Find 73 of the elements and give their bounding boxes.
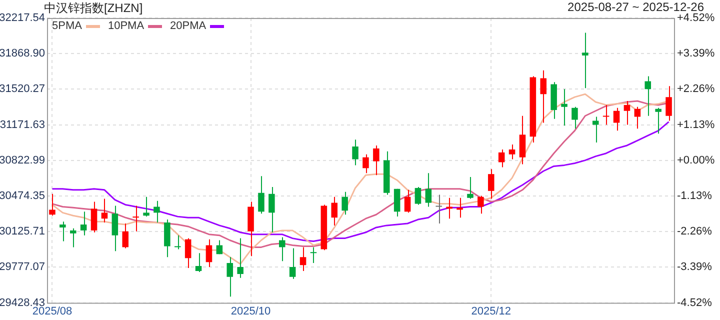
candlestick: [425, 172, 432, 208]
candlestick: [644, 76, 652, 116]
candlestick: [112, 205, 118, 252]
candlestick: [478, 195, 484, 214]
candlestick: [582, 32, 588, 89]
candlestick: [655, 107, 662, 134]
chart-subtitle: 2025-08-27 ~ 2025-12-26: [568, 0, 704, 14]
candlestick: [268, 186, 275, 233]
candlestick: [310, 246, 317, 264]
x-tick-label: 2025/12: [471, 305, 512, 318]
candlestick: [289, 248, 296, 280]
chart-title: 中汉锌指数[ZHZN]: [44, 0, 143, 15]
y2-tick-label: +1.13%: [677, 118, 715, 131]
candlestick: [143, 196, 150, 218]
candlestick: [404, 189, 411, 214]
candlestick: [237, 238, 244, 278]
candlestick: [488, 168, 494, 200]
y-tick-label: 29777.07: [0, 261, 45, 274]
candlestick: [331, 196, 338, 226]
candlestick: [373, 144, 380, 176]
candlestick: [592, 116, 599, 144]
candlestick: [352, 139, 358, 166]
candlestick: [561, 88, 568, 126]
candlestick: [278, 236, 286, 262]
candlestick: [602, 104, 610, 126]
candlestick: [164, 219, 170, 258]
candlestick: [414, 186, 422, 206]
candlestick: [508, 144, 516, 160]
y2-tick-label: -3.39%: [677, 261, 712, 274]
candlestick: [101, 198, 108, 223]
candlestick: [60, 221, 66, 242]
candlestick: [206, 238, 212, 268]
x-tick-label: 2025/10: [230, 305, 271, 318]
candlestick: [362, 154, 369, 174]
y2-tick-label: -2.26%: [677, 226, 712, 238]
candlestick: [122, 223, 129, 249]
candlestick: [394, 188, 400, 218]
candlestick: [154, 200, 160, 223]
x-tick-label: 2025/08: [32, 305, 72, 318]
candlestick: [80, 211, 87, 236]
candlestick: [456, 197, 463, 218]
candlestick: [342, 191, 348, 216]
candlestick: [195, 252, 202, 273]
candlestick: [90, 201, 98, 233]
candlestick: [70, 228, 76, 248]
y2-tick-label: +3.39%: [677, 48, 715, 60]
candlestick: [436, 194, 442, 224]
candlestick: [613, 107, 620, 132]
legend-label: 5PMA: [52, 20, 82, 32]
candlestick: [519, 115, 526, 165]
candlestick: [634, 106, 641, 130]
candlestick: [132, 205, 139, 232]
candlestick: [624, 100, 630, 126]
legend-label: 20PMA: [170, 20, 206, 32]
candlestick: [666, 86, 672, 122]
candlestick: [300, 246, 306, 272]
candlestick: [572, 106, 578, 130]
candlestick: [216, 240, 223, 255]
candlestick: [49, 193, 56, 216]
y2-tick-label: +4.52%: [677, 12, 715, 24]
legend-label: 10PMA: [108, 20, 144, 32]
candlestick: [498, 148, 505, 168]
y2-tick-label: +0.00%: [677, 154, 715, 166]
y-tick-label: 31171.63: [0, 118, 45, 131]
candlestick: [174, 234, 181, 250]
candlestick: [540, 70, 547, 124]
candlestick: [226, 256, 234, 298]
y2-tick-label: -1.13%: [677, 190, 712, 202]
candlestick: [184, 238, 192, 269]
y2-tick-label: +2.26%: [677, 83, 715, 96]
candlestick: [258, 176, 264, 214]
candlestick: [467, 176, 474, 200]
y2-tick-label: -4.52%: [677, 296, 712, 309]
